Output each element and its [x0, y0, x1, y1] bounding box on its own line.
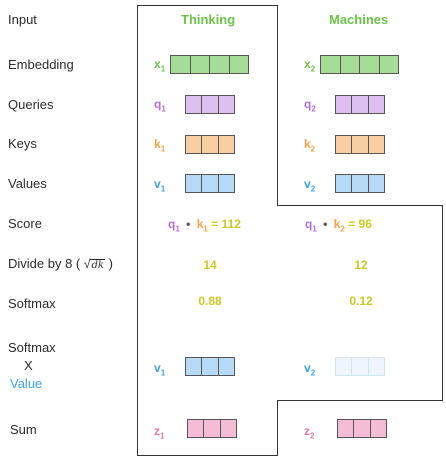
row-label-values: Values — [8, 176, 47, 191]
symbol-x1: x1 — [154, 57, 166, 74]
divided-score-1: 14 — [203, 258, 217, 272]
row-label-queries: Queries — [8, 97, 54, 112]
symbol-q2: q2 — [304, 97, 316, 114]
symbol-weighted-v2: v2 — [304, 361, 316, 378]
symbol-z2: z2 — [304, 424, 315, 441]
query-vector-q1 — [185, 95, 235, 114]
value-vector-v1 — [185, 174, 235, 193]
word-thinking: Thinking — [181, 12, 236, 27]
sum-vector-z2 — [337, 419, 387, 438]
row-label-divide: Divide by 8 ( √dk ) — [8, 256, 113, 271]
symbol-q1: q1 — [154, 97, 166, 114]
key-vector-k1 — [185, 135, 235, 154]
embedding-vector-x2 — [320, 55, 399, 74]
embedding-vector-x1 — [170, 55, 249, 74]
row-label-score: Score — [8, 216, 42, 231]
row-label-x: X — [24, 358, 33, 373]
softmax-value-1: 0.88 — [198, 294, 222, 308]
row-label-value: Value — [10, 376, 43, 391]
symbol-v1: v1 — [154, 177, 166, 194]
symbol-k2: k2 — [304, 137, 316, 154]
row-label-sum: Sum — [10, 422, 37, 437]
symbol-z1: z1 — [154, 424, 165, 441]
divided-score-2: 12 — [354, 258, 368, 272]
row-label-input: Input — [8, 12, 37, 27]
score-q1-k1: q1 • k1 = 112 — [168, 217, 241, 234]
sqrt-dk-formula: √dk — [83, 257, 105, 271]
value-vector-v2 — [335, 174, 385, 193]
key-vector-k2 — [335, 135, 385, 154]
softmax-value-2: 0.12 — [349, 294, 373, 308]
symbol-v2: v2 — [304, 177, 316, 194]
weighted-value-vector-v1 — [185, 357, 235, 376]
weighted-value-vector-v2 — [335, 357, 385, 376]
query-vector-q2 — [335, 95, 385, 114]
score-q1-k2: q1 • k2 = 96 — [305, 217, 372, 234]
symbol-weighted-v1: v1 — [154, 361, 166, 378]
row-label-softmax-x: Softmax — [8, 340, 56, 355]
symbol-x2: x2 — [304, 57, 316, 74]
row-label-softmax: Softmax — [8, 296, 56, 311]
word-machines: Machines — [329, 12, 389, 27]
row-label-embedding: Embedding — [8, 57, 74, 72]
sum-vector-z1 — [187, 419, 237, 438]
row-label-keys: Keys — [8, 136, 37, 151]
symbol-k1: k1 — [154, 137, 166, 154]
